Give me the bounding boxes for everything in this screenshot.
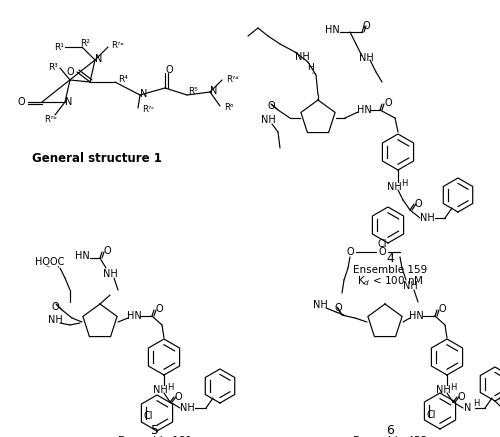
Text: Cl: Cl [378,239,387,249]
Text: O: O [174,392,182,402]
Text: O: O [155,304,163,314]
Text: OH: OH [498,395,500,405]
Text: 6: 6 [386,423,394,437]
Text: N: N [210,86,218,96]
Text: O: O [165,65,173,75]
Text: NH: NH [48,315,62,325]
Text: N: N [464,403,471,413]
Text: R²: R² [80,38,90,48]
Text: NH: NH [312,300,328,310]
Text: O: O [362,21,370,31]
Text: R¹: R¹ [54,42,64,52]
Text: H: H [306,63,314,73]
Text: H: H [473,399,479,409]
Text: O: O [384,98,392,108]
Text: General structure 1: General structure 1 [32,152,162,164]
Text: HN: HN [74,251,90,261]
Text: H: H [167,382,173,392]
Text: Ensemble 453: Ensemble 453 [353,436,427,437]
Text: R⁷ᶜ: R⁷ᶜ [142,105,154,114]
Text: N: N [66,97,72,107]
Text: R⁴: R⁴ [118,76,128,84]
Text: NH: NH [420,213,434,223]
Text: NH: NH [358,53,374,63]
Text: O: O [378,247,386,257]
Text: H: H [401,180,407,188]
Text: NH: NH [102,269,118,279]
Text: O: O [346,247,354,257]
Text: R⁷ᵇ: R⁷ᵇ [44,114,58,124]
Text: NH: NH [402,281,417,291]
Text: NH: NH [180,403,194,413]
Text: HN: HN [356,105,372,115]
Text: NH: NH [260,115,276,125]
Text: O: O [66,67,74,77]
Text: ,: , [56,260,59,270]
Text: HN: HN [324,25,340,35]
Text: NH: NH [386,182,402,192]
Text: R⁷ᵈ: R⁷ᵈ [226,74,238,83]
Text: O: O [51,302,59,312]
Text: O: O [438,304,446,314]
Text: Cl: Cl [144,411,153,421]
Text: NH: NH [436,385,450,395]
Text: H: H [450,382,456,392]
Text: 5: 5 [151,423,159,437]
Text: R⁵: R⁵ [188,87,198,97]
Text: N: N [96,54,102,64]
Text: R⁶: R⁶ [224,104,234,112]
Text: O: O [17,97,25,107]
Text: Ensemble 159: Ensemble 159 [353,265,427,275]
Text: 4: 4 [386,252,394,264]
Text: O: O [414,199,422,209]
Text: R⁷ᵃ: R⁷ᵃ [110,41,124,49]
Text: NH: NH [152,385,168,395]
Text: O: O [103,246,111,256]
Text: N: N [140,89,147,99]
Text: O: O [267,101,275,111]
Text: Cl: Cl [426,410,436,420]
Text: Ensemble 181: Ensemble 181 [118,436,192,437]
Text: R³: R³ [48,63,58,73]
Text: O: O [334,303,342,313]
Text: HN: HN [126,311,142,321]
Text: O: O [457,392,465,402]
Text: HOOC: HOOC [35,257,64,267]
Text: NH: NH [294,52,310,62]
Text: HN: HN [408,311,424,321]
Text: K$_d$ < 100 nM: K$_d$ < 100 nM [356,274,424,288]
